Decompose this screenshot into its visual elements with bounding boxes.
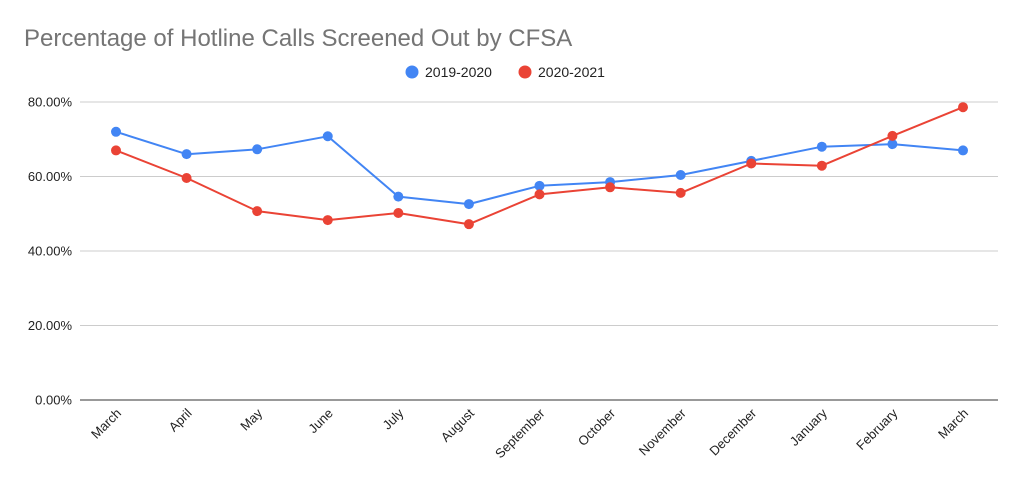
x-axis-ticks: March April May June July August September Octo…	[88, 405, 971, 461]
data-point	[463, 219, 474, 230]
data-point	[322, 215, 333, 226]
data-point	[463, 199, 474, 210]
x-tick-label: March	[935, 406, 971, 442]
data-point	[322, 131, 333, 142]
x-tick-label: August	[438, 405, 477, 444]
data-point	[111, 145, 121, 156]
legend-label: 2020-2021	[538, 64, 605, 80]
y-tick-label: 60.00%	[28, 169, 73, 184]
x-tick-label: June	[305, 406, 336, 437]
y-tick-label: 40.00%	[28, 244, 73, 259]
data-point	[252, 206, 263, 217]
data-point	[887, 139, 898, 150]
data-point	[252, 144, 263, 155]
data-point	[111, 126, 121, 137]
x-tick-label: November	[636, 405, 689, 458]
series-line	[115, 106, 964, 226]
y-axis-ticks: 0.00% 20.00% 40.00% 60.00% 80.00%	[28, 95, 73, 408]
data-point	[393, 208, 404, 219]
x-tick-label: February	[853, 405, 901, 453]
legend: 2019-2020 2020-2021	[405, 64, 605, 80]
data-point	[958, 102, 968, 113]
x-tick-label: April	[166, 405, 195, 434]
x-tick-label: September	[492, 405, 548, 461]
data-point	[181, 149, 192, 160]
y-tick-label: 20.00%	[28, 318, 73, 333]
series-2020-2021	[111, 102, 968, 230]
x-tick-label: July	[379, 405, 406, 432]
gridlines	[80, 101, 998, 401]
data-point	[534, 189, 545, 200]
data-point	[816, 141, 827, 152]
data-point	[534, 180, 545, 191]
data-point	[816, 160, 827, 171]
x-tick-label: December	[706, 405, 759, 458]
legend-marker	[518, 65, 532, 79]
y-tick-label: 0.00%	[35, 393, 72, 408]
data-point	[958, 145, 968, 156]
x-tick-label: May	[237, 405, 265, 433]
data-point	[393, 191, 404, 202]
x-tick-label: October	[575, 405, 619, 449]
chart-title: Percentage of Hotline Calls Screened Out…	[24, 25, 572, 52]
legend-marker	[405, 65, 419, 79]
data-point	[605, 182, 616, 193]
data-point	[675, 187, 686, 198]
data-point	[675, 170, 686, 181]
data-point	[887, 130, 898, 141]
x-tick-label: January	[787, 405, 831, 449]
data-point	[181, 172, 192, 183]
legend-label: 2019-2020	[425, 64, 492, 80]
series-group	[111, 102, 968, 230]
data-point	[746, 158, 757, 169]
y-tick-label: 80.00%	[28, 95, 73, 110]
x-tick-label: March	[88, 406, 124, 442]
series-2019-2020	[111, 126, 968, 210]
